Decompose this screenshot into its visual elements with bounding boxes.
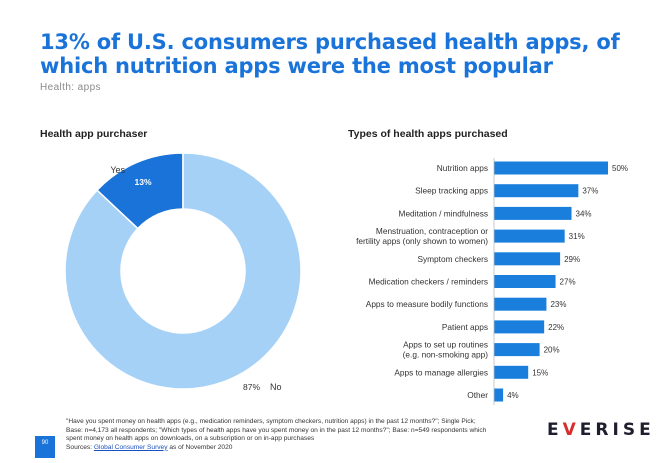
bar-chart: Nutrition apps 50% Sleep tracking apps 37% M… [356, 158, 628, 405]
bar-category-label: Menstruation, contraception or fertility … [356, 226, 488, 246]
donut-label-yes: Yes [110, 165, 125, 175]
bar-7 [494, 320, 545, 334]
bar-value-label: 20% [544, 346, 560, 355]
bar-9 [494, 365, 529, 379]
footnote-sources: Sources: Global Consumer Survey as of No… [66, 444, 526, 453]
bar-value-label: 23% [550, 300, 566, 309]
bar-category-label: Medication checkers / reminders [369, 277, 488, 287]
bar-chart-title: Types of health apps purchased [348, 128, 508, 140]
footnote-line-2: Base: n=4,173 all respondents; "Which ty… [66, 426, 487, 434]
page-subtitle: Health: apps [40, 82, 101, 93]
donut-value-yes: 13% [134, 177, 151, 187]
bar-value-label: 34% [576, 209, 592, 218]
bar-category-label: Patient apps [442, 322, 488, 332]
bar-value-label: 37% [582, 187, 598, 196]
donut-slice-no [64, 152, 302, 390]
footnote-line-1: "Have you spent money on health apps (e.… [66, 418, 476, 425]
bar-4 [494, 252, 561, 266]
bar-2 [494, 206, 572, 220]
bar-value-label: 15% [532, 368, 548, 377]
donut-chart: Yes 13% 87% No [64, 152, 302, 392]
everise-logo: EVERISE [547, 420, 655, 440]
bar-value-label: 27% [560, 278, 576, 287]
sources-link[interactable]: Global Consumer Survey [93, 443, 168, 451]
footnote: "Have you spent money on health apps (e.… [66, 418, 526, 452]
bar-6 [494, 297, 547, 311]
sources-suffix: as of November 2020 [167, 443, 233, 451]
donut-value-no: 87% [243, 382, 260, 392]
bar-category-label: Nutrition apps [437, 163, 488, 173]
bar-category-label: Symptom checkers [417, 254, 488, 264]
footnote-line-3: spent money on health apps on downloads,… [66, 435, 315, 443]
bar-3 [494, 229, 565, 243]
bar-value-label: 22% [548, 323, 564, 332]
sources-prefix: Sources: [66, 443, 94, 451]
bar-category-label: Apps to measure bodily functions [366, 299, 488, 309]
donut-label-no: No [270, 382, 282, 392]
bar-10 [494, 388, 504, 402]
bar-8 [494, 343, 540, 357]
bar-category-label: Apps to manage allergies [394, 367, 488, 377]
bar-value-label: 31% [569, 232, 585, 241]
bar-5 [494, 275, 556, 288]
logo-accent: V [562, 420, 580, 440]
bar-1 [494, 184, 579, 198]
bar-category-label: Sleep tracking apps [415, 186, 488, 196]
bar-value-label: 50% [612, 164, 628, 173]
bar-value-label: 4% [507, 391, 519, 400]
bar-category-label: Apps to set up routines (e.g. non-smoking… [403, 340, 489, 360]
donut-chart-title: Health app purchaser [40, 128, 148, 140]
bar-value-label: 29% [564, 255, 580, 264]
logo-part-2: ERISE [579, 420, 655, 440]
logo-part-1: E [547, 420, 563, 440]
bar-0 [494, 161, 608, 175]
bar-category-label: Other [467, 390, 488, 400]
page-number: 90 [35, 436, 55, 458]
page-title: 13% of U.S. consumers purchased health a… [40, 30, 620, 78]
bar-category-label: Meditation / mindfulness [399, 208, 488, 218]
